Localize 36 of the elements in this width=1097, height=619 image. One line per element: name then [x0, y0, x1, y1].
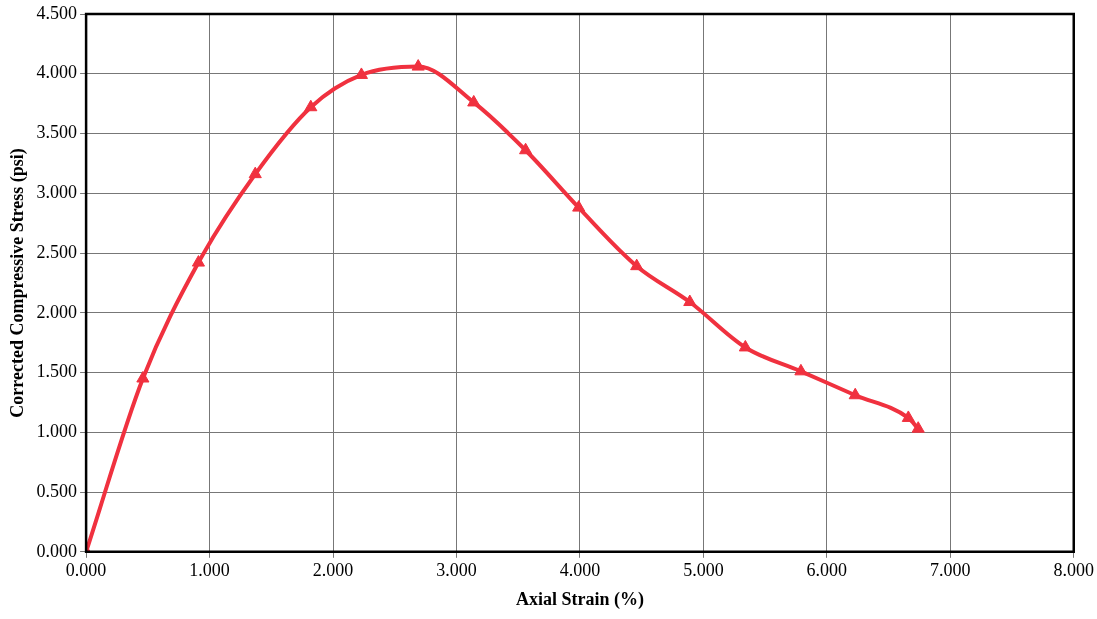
point: [738, 339, 752, 352]
x-tick-label: 8.000: [1053, 560, 1094, 581]
y-tick-label: 2.000: [36, 301, 78, 322]
y-tick-label: 3.500: [36, 122, 78, 143]
point: [519, 142, 533, 155]
x-axis-title: Axial Strain (%): [515, 588, 644, 610]
y-tick-label: 1.500: [36, 361, 78, 382]
x-tick-label: 6.000: [806, 560, 848, 581]
y-tick-label: 1.000: [36, 421, 78, 442]
y-tick-label: 3.000: [36, 182, 78, 202]
x-tick-label: 0.000: [65, 560, 107, 581]
point: [248, 166, 262, 179]
point: [304, 99, 318, 112]
y-axis-title: Corrected Compressive Stress (psi): [7, 148, 29, 418]
point: [572, 200, 586, 212]
point: [911, 421, 925, 433]
point: [136, 371, 150, 383]
point: [683, 294, 697, 307]
x-tick-label: 2.000: [312, 560, 354, 581]
point: [901, 410, 915, 422]
point: [191, 255, 206, 267]
point: [467, 94, 481, 107]
y-tick-label: 2.500: [36, 241, 78, 262]
point: [630, 258, 644, 271]
point: [411, 59, 425, 71]
y-tick-label: 0.000: [36, 540, 78, 561]
point: [794, 363, 808, 376]
x-tick-label: 1.000: [189, 560, 230, 581]
point: [848, 387, 862, 400]
x-tick-label: 4.000: [559, 560, 601, 581]
y-tick-label: 0.500: [36, 480, 78, 501]
y-tick-label: 4.000: [36, 62, 78, 83]
x-tick-label: 3.000: [436, 560, 477, 581]
x-tick-label: 5.000: [683, 560, 724, 581]
y-tick-label: 4.500: [36, 2, 78, 23]
x-tick-label: 7.000: [930, 560, 971, 581]
